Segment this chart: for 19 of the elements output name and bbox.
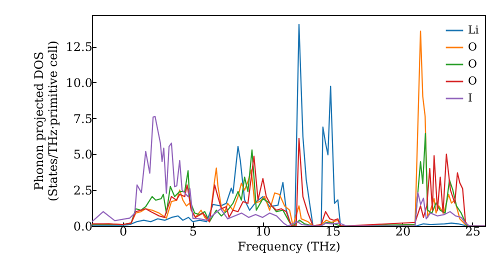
y-tick-label: 12.5 (66, 40, 92, 54)
line-series (92, 116, 485, 226)
y-tick-label: 7.5 (73, 112, 92, 126)
x-tick-label: 10 (255, 224, 271, 238)
legend-label: O (468, 40, 478, 54)
legend-label: O (468, 74, 478, 88)
y-tick-label: 2.5 (73, 184, 92, 198)
legend-label: O (468, 58, 478, 70)
y-axis-title: Phonon projected DOS (States/THz·primitive cell) (32, 40, 60, 202)
y-tick-label: 10.0 (66, 76, 92, 90)
x-tick-label: 15 (325, 224, 341, 238)
y-tick-label: 5.0 (73, 148, 92, 162)
legend-label: Li (468, 24, 480, 36)
x-tick-label: 25 (465, 224, 481, 238)
x-tick-label: 0 (119, 224, 128, 238)
x-axis-title: Frequency (THz) (238, 240, 340, 254)
legend-label: I (468, 92, 472, 104)
y-tick-label: 0.0 (73, 220, 92, 234)
x-tick-label: 5 (189, 224, 198, 238)
